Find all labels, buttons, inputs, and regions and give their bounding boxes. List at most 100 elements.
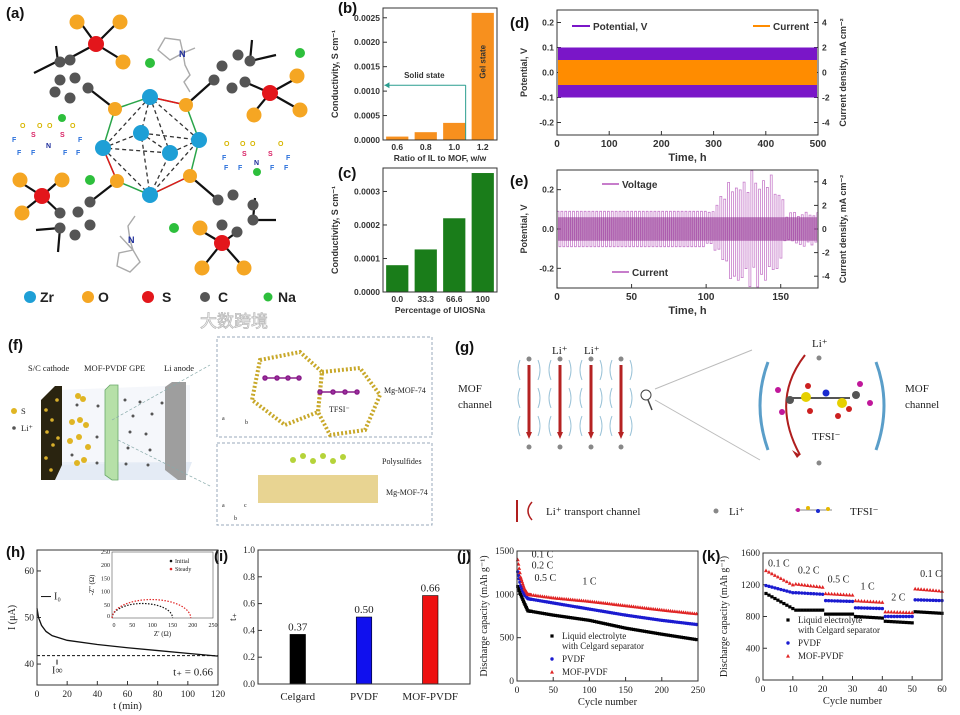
legend-s-label: S <box>21 406 26 416</box>
data-point <box>775 574 780 579</box>
inset-x-tick-label: 50 <box>129 623 135 629</box>
mof-slab-side-view <box>258 475 378 503</box>
channel-wall <box>609 359 613 381</box>
data-point <box>826 591 831 596</box>
data-point <box>694 638 699 642</box>
y-tick-label: 1200 <box>741 581 760 591</box>
y2-tick-label: 4 <box>822 18 827 28</box>
data-point <box>573 616 577 620</box>
x-tick-label: 200 <box>653 139 670 150</box>
channel-wall <box>568 359 572 381</box>
data-point <box>658 632 662 636</box>
data-point <box>844 599 849 603</box>
x-tick-label: 0 <box>35 690 40 700</box>
data-point <box>579 617 584 621</box>
benzene-ring-carbons <box>49 49 259 241</box>
data-point <box>934 598 938 603</box>
data-point <box>779 600 783 604</box>
y-tick-label: 0.0 <box>542 68 554 78</box>
data-point <box>818 608 822 612</box>
x-tick-label: 0 <box>515 686 520 696</box>
y-tick-label: 0.2 <box>542 18 554 28</box>
data-point <box>874 616 878 620</box>
pyrrolidinium-cations <box>116 37 196 273</box>
data-point <box>647 630 651 634</box>
data-point <box>829 599 834 603</box>
arrowhead <box>557 432 563 439</box>
tfsi-molecule-large <box>775 381 873 419</box>
data-point <box>773 586 777 590</box>
plot-area <box>386 173 494 292</box>
panel-g-legend: Li⁺ transport channel Li⁺ TFSI⁻ <box>516 500 879 522</box>
data-point <box>684 636 688 640</box>
rate-label: 0.1 C <box>532 549 554 560</box>
data-point <box>856 615 861 619</box>
svg-text:F: F <box>284 165 289 172</box>
data-point <box>519 577 524 581</box>
mof-hexagon-pores <box>249 349 383 438</box>
y-tick-label: 0.1 <box>542 43 554 53</box>
data-point <box>877 616 881 620</box>
current-band <box>558 217 817 241</box>
x-tick-label: 60 <box>123 690 133 700</box>
data-point <box>895 614 899 619</box>
channel-wall <box>579 415 583 437</box>
data-point <box>838 592 843 596</box>
data-point <box>919 610 923 614</box>
data-point <box>868 615 872 619</box>
panel-label-j: (j) <box>457 548 471 565</box>
bar-value-label: 0.50 <box>354 604 374 616</box>
inset-y-axis-label: -Z'' (Ω) <box>88 574 96 595</box>
x-tick-label: 400 <box>757 139 774 150</box>
y2-tick-label: 4 <box>822 177 827 187</box>
data-point <box>823 598 828 603</box>
y-tick-label: 1.0 <box>243 546 255 556</box>
arrowhead <box>618 432 624 439</box>
data-point <box>833 612 837 616</box>
data-point <box>916 586 921 591</box>
y-tick-label: 0.0015 <box>354 62 380 72</box>
top-axis-b: b <box>245 420 248 426</box>
data-point <box>934 588 939 593</box>
legend-label: MOF-PVDF <box>562 667 608 677</box>
bar <box>443 122 466 140</box>
data-point <box>841 592 846 597</box>
plot-area <box>384 12 494 141</box>
x-tick-label: 40 <box>93 690 103 700</box>
plot-area <box>515 557 699 642</box>
chart-h: 40 50 60 0 20 40 60 80 100 120 I (μA) t (min) I₀ I∞ t₊… <box>7 549 225 712</box>
data-point <box>835 592 840 596</box>
zoom-lines <box>111 364 213 488</box>
legend-na: Na <box>278 289 296 305</box>
data-point <box>865 615 870 619</box>
x-category-label: 66.6 <box>446 294 463 304</box>
data-point <box>778 576 783 580</box>
data-point <box>826 599 831 603</box>
data-point <box>865 599 870 603</box>
data-point <box>847 599 852 604</box>
data-point <box>859 606 864 610</box>
bar <box>471 173 494 292</box>
i0-label: I₀ <box>54 592 61 603</box>
y-tick-label: 0.0003 <box>354 186 380 196</box>
inset-y-tick-label: 150 <box>101 576 110 582</box>
data-point <box>898 620 902 624</box>
y2-axis-label: Current density, mA cm⁻² <box>838 175 848 283</box>
rate-label: 0.2 C <box>798 566 820 577</box>
li-ion <box>588 356 594 362</box>
data-point <box>631 627 636 632</box>
gpe-slab <box>104 384 119 481</box>
y-tick-label: 1500 <box>495 547 514 557</box>
y-axis-label: Discharge capacity (mAh g⁻¹) <box>719 556 730 677</box>
y-tick-label: 0.2 <box>542 185 554 195</box>
x-category-label: 0.0 <box>391 294 403 304</box>
data-point <box>787 581 792 585</box>
y-tick-label: 0.0005 <box>354 111 380 121</box>
data-point <box>844 612 849 616</box>
data-point <box>605 622 610 626</box>
data-point <box>847 592 852 597</box>
inset-y-tick-label: 50 <box>104 603 110 609</box>
y-tick-label: 0.0002 <box>354 220 380 230</box>
y2-tick-label: -2 <box>822 93 830 103</box>
y-axis-label: Discharge capacity (mAh g⁻¹) <box>479 555 490 676</box>
